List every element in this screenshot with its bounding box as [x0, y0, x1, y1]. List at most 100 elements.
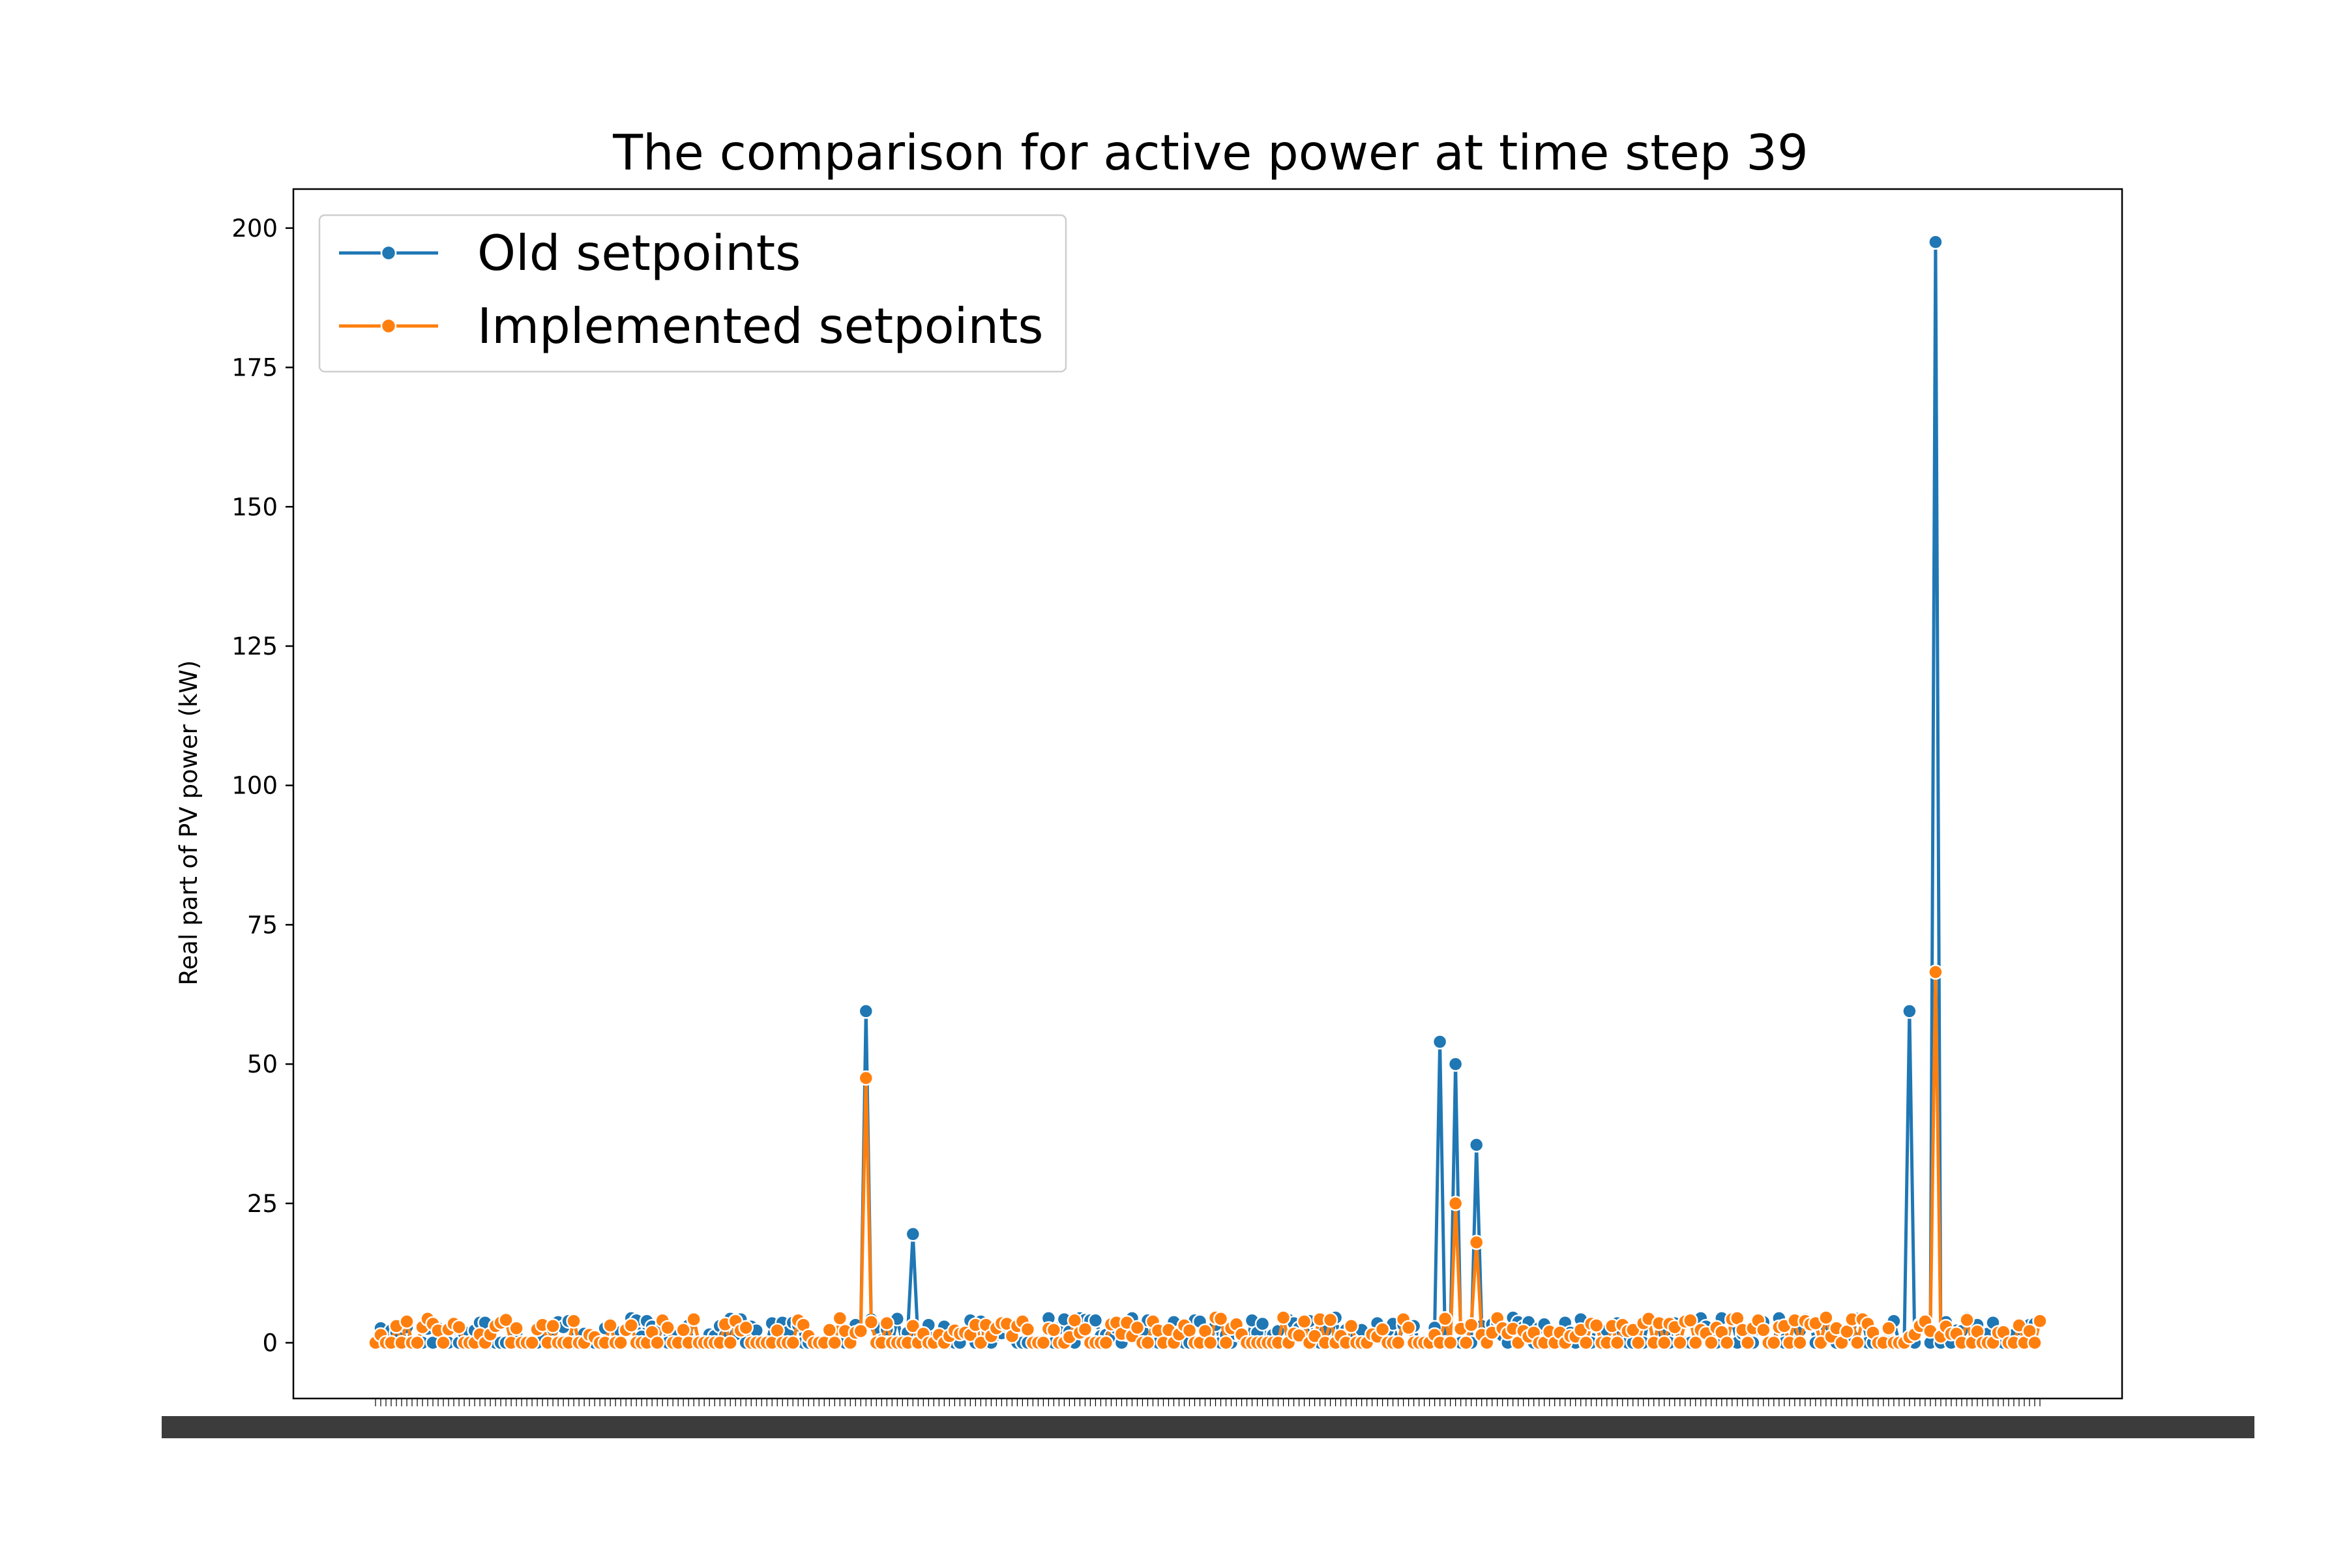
data-point	[905, 1318, 921, 1334]
data-point	[524, 1335, 540, 1351]
data-point	[1928, 964, 1943, 980]
data-point	[602, 1318, 618, 1333]
y-tick-label: 200	[231, 214, 278, 243]
data-point	[1588, 1318, 1604, 1333]
data-point	[1719, 1335, 1735, 1351]
data-point	[1792, 1335, 1808, 1351]
data-point	[1432, 1034, 1448, 1050]
data-point	[1442, 1335, 1458, 1351]
data-point	[879, 1315, 895, 1331]
data-point	[1087, 1312, 1104, 1329]
y-axis-label: Real part of PV power (kW)	[175, 660, 203, 986]
legend-box	[318, 214, 1067, 373]
data-point	[1140, 1335, 1156, 1351]
chart-title: The comparison for active power at time …	[612, 124, 1808, 181]
data-point	[1468, 1137, 1484, 1153]
data-point	[1275, 1310, 1292, 1325]
y-tick-label: 50	[247, 1050, 278, 1078]
y-tick-label: 175	[231, 354, 278, 382]
plot-area: 0 25 50 75 100 125 150 175 200 Old setpoints Imple…	[162, 188, 2254, 1438]
data-point	[738, 1320, 754, 1336]
data-point	[1902, 1003, 1917, 1019]
data-point	[1766, 1335, 1782, 1351]
data-point	[623, 1318, 639, 1333]
legend-label: Implemented setpoints	[477, 297, 1043, 355]
data-point	[1609, 1335, 1625, 1351]
data-point	[509, 1320, 524, 1337]
data-point	[399, 1314, 415, 1329]
data-point	[1458, 1335, 1474, 1351]
data-point	[409, 1335, 425, 1351]
data-point	[675, 1322, 691, 1338]
data-point	[722, 1335, 738, 1351]
data-point	[1400, 1320, 1417, 1336]
data-point	[1077, 1322, 1093, 1337]
data-point	[1447, 1196, 1464, 1211]
data-point	[498, 1312, 514, 1328]
data-point	[545, 1318, 561, 1334]
data-point	[821, 1322, 838, 1338]
data-point	[451, 1319, 467, 1335]
y-tick-label: 25	[247, 1190, 278, 1218]
y-tick-label: 150	[231, 493, 278, 521]
data-point	[1390, 1335, 1406, 1351]
data-point	[1959, 1312, 1975, 1328]
data-point	[435, 1335, 451, 1351]
data-point	[1881, 1320, 1897, 1337]
data-point	[1688, 1335, 1704, 1351]
data-point	[1129, 1320, 1145, 1336]
data-point	[1818, 1310, 1834, 1325]
data-point	[1578, 1335, 1594, 1351]
legend-marker	[380, 244, 397, 261]
data-point	[1631, 1335, 1646, 1351]
data-point	[2027, 1335, 2043, 1351]
x-tick-labels-overlap	[162, 1416, 2254, 1438]
data-point	[1437, 1311, 1453, 1327]
data-point	[2032, 1313, 2048, 1329]
data-point	[1740, 1335, 1756, 1351]
data-point	[660, 1320, 675, 1336]
data-point	[785, 1335, 801, 1351]
data-point	[1046, 1322, 1062, 1338]
data-point	[1672, 1335, 1688, 1351]
data-point	[1850, 1335, 1865, 1351]
data-point	[649, 1335, 665, 1351]
data-point	[1704, 1335, 1719, 1351]
y-tick-label: 125	[231, 632, 278, 660]
data-point	[832, 1310, 848, 1326]
data-point	[1447, 1056, 1464, 1072]
data-point	[1468, 1234, 1484, 1250]
data-point	[1756, 1322, 1771, 1338]
data-point	[827, 1335, 843, 1351]
legend-label: Old setpoints	[477, 224, 801, 282]
data-point	[1683, 1312, 1698, 1329]
data-point	[1296, 1314, 1312, 1329]
data-point	[858, 1070, 874, 1086]
data-point	[1202, 1335, 1218, 1351]
data-point	[1374, 1322, 1391, 1337]
data-point	[1218, 1335, 1234, 1351]
plot-frame	[292, 188, 2123, 1400]
data-point	[1213, 1311, 1229, 1327]
data-point	[905, 1226, 921, 1242]
data-point	[1322, 1312, 1338, 1328]
series-implemented-setpoints	[368, 964, 2048, 1351]
data-point	[613, 1335, 628, 1351]
data-point	[858, 1003, 874, 1019]
y-tick-label: 75	[247, 911, 278, 939]
data-point	[1343, 1318, 1359, 1334]
data-point	[1098, 1335, 1114, 1351]
data-point	[863, 1314, 879, 1330]
data-point	[853, 1323, 869, 1339]
data-point	[1928, 234, 1943, 250]
data-point	[1657, 1335, 1672, 1351]
y-tick-label: 100	[231, 772, 278, 800]
data-point	[1035, 1335, 1052, 1351]
data-point	[686, 1311, 701, 1327]
data-point	[1020, 1322, 1036, 1337]
data-point	[1254, 1316, 1271, 1332]
legend-marker	[380, 318, 397, 334]
legend: Old setpoints Implemented setpoints	[318, 214, 1067, 373]
